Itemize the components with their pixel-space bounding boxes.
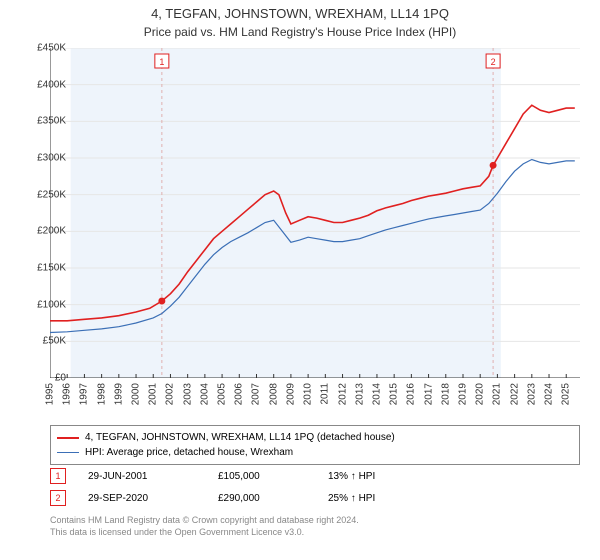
- x-axis-label: 2015: [389, 383, 400, 405]
- y-axis-label: £200K: [6, 226, 66, 237]
- x-axis-label: 2022: [509, 383, 520, 405]
- x-axis-label: 1999: [113, 383, 124, 405]
- legend-item: 4, TEGFAN, JOHNSTOWN, WREXHAM, LL14 1PQ …: [57, 430, 573, 445]
- x-axis-label: 2011: [320, 383, 331, 405]
- x-axis-label: 2014: [371, 383, 382, 405]
- y-axis-label: £0: [6, 373, 66, 384]
- x-axis-label: 2012: [337, 383, 348, 405]
- x-axis-label: 2000: [131, 383, 142, 405]
- transaction-hpi: 13% ↑ HPI: [328, 471, 428, 482]
- x-axis-label: 2013: [354, 383, 365, 405]
- x-axis-label: 1996: [62, 383, 73, 405]
- transaction-date: 29-SEP-2020: [88, 493, 218, 504]
- copyright-notice: Contains HM Land Registry data © Crown c…: [50, 514, 359, 538]
- x-axis-label: 2016: [406, 383, 417, 405]
- copyright-line1: Contains HM Land Registry data © Crown c…: [50, 514, 359, 526]
- chart-subtitle: Price paid vs. HM Land Registry's House …: [0, 21, 600, 39]
- transaction-price: £105,000: [218, 471, 328, 482]
- x-axis-label: 2008: [268, 383, 279, 405]
- x-axis-label: 2006: [234, 383, 245, 405]
- x-axis-label: 2018: [440, 383, 451, 405]
- transaction-price: £290,000: [218, 493, 328, 504]
- legend-label: 4, TEGFAN, JOHNSTOWN, WREXHAM, LL14 1PQ …: [85, 432, 395, 443]
- y-axis-label: £50K: [6, 336, 66, 347]
- x-axis-label: 2010: [303, 383, 314, 405]
- x-axis-label: 2020: [475, 383, 486, 405]
- transactions-list: 1 29-JUN-2001£105,00013% ↑ HPI 2 29-SEP-202…: [50, 465, 580, 509]
- y-axis-label: £250K: [6, 189, 66, 200]
- x-axis-label: 2021: [492, 383, 503, 405]
- y-axis-label: £400K: [6, 79, 66, 90]
- copyright-line2: This data is licensed under the Open Gov…: [50, 526, 359, 538]
- svg-text:2: 2: [491, 57, 496, 67]
- legend-swatch: [57, 452, 79, 453]
- legend-label: HPI: Average price, detached house, Wrex…: [85, 447, 293, 458]
- x-axis-label: 2009: [285, 383, 296, 405]
- transaction-row: 1 29-JUN-2001£105,00013% ↑ HPI: [50, 465, 580, 487]
- x-axis-label: 2019: [457, 383, 468, 405]
- y-axis-label: £100K: [6, 299, 66, 310]
- y-axis-label: £450K: [6, 43, 66, 54]
- x-axis-label: 2005: [217, 383, 228, 405]
- svg-text:1: 1: [159, 57, 164, 67]
- x-axis-label: 2024: [544, 383, 555, 405]
- legend-swatch: [57, 437, 79, 439]
- line-chart-svg: 12: [50, 48, 580, 378]
- chart-title-address: 4, TEGFAN, JOHNSTOWN, WREXHAM, LL14 1PQ: [0, 0, 600, 21]
- x-axis-label: 2007: [251, 383, 262, 405]
- transaction-row: 2 29-SEP-2020£290,00025% ↑ HPI: [50, 487, 580, 509]
- x-axis-label: 1998: [96, 383, 107, 405]
- x-axis-label: 2017: [423, 383, 434, 405]
- x-axis-label: 2025: [561, 383, 572, 405]
- x-axis-label: 1995: [45, 383, 56, 405]
- transaction-hpi: 25% ↑ HPI: [328, 493, 428, 504]
- x-axis-label: 2003: [182, 383, 193, 405]
- transaction-marker: 2: [50, 490, 66, 506]
- x-axis-label: 2002: [165, 383, 176, 405]
- x-axis-label: 1997: [79, 383, 90, 405]
- transaction-date: 29-JUN-2001: [88, 471, 218, 482]
- x-axis-label: 2004: [199, 383, 210, 405]
- transaction-marker: 1: [50, 468, 66, 484]
- legend-item: HPI: Average price, detached house, Wrex…: [57, 445, 573, 460]
- x-axis-label: 2001: [148, 383, 159, 405]
- legend-box: 4, TEGFAN, JOHNSTOWN, WREXHAM, LL14 1PQ …: [50, 425, 580, 465]
- y-axis-label: £300K: [6, 153, 66, 164]
- chart-plot-area: 12: [50, 48, 580, 378]
- y-axis-label: £150K: [6, 263, 66, 274]
- x-axis-label: 2023: [526, 383, 537, 405]
- y-axis-label: £350K: [6, 116, 66, 127]
